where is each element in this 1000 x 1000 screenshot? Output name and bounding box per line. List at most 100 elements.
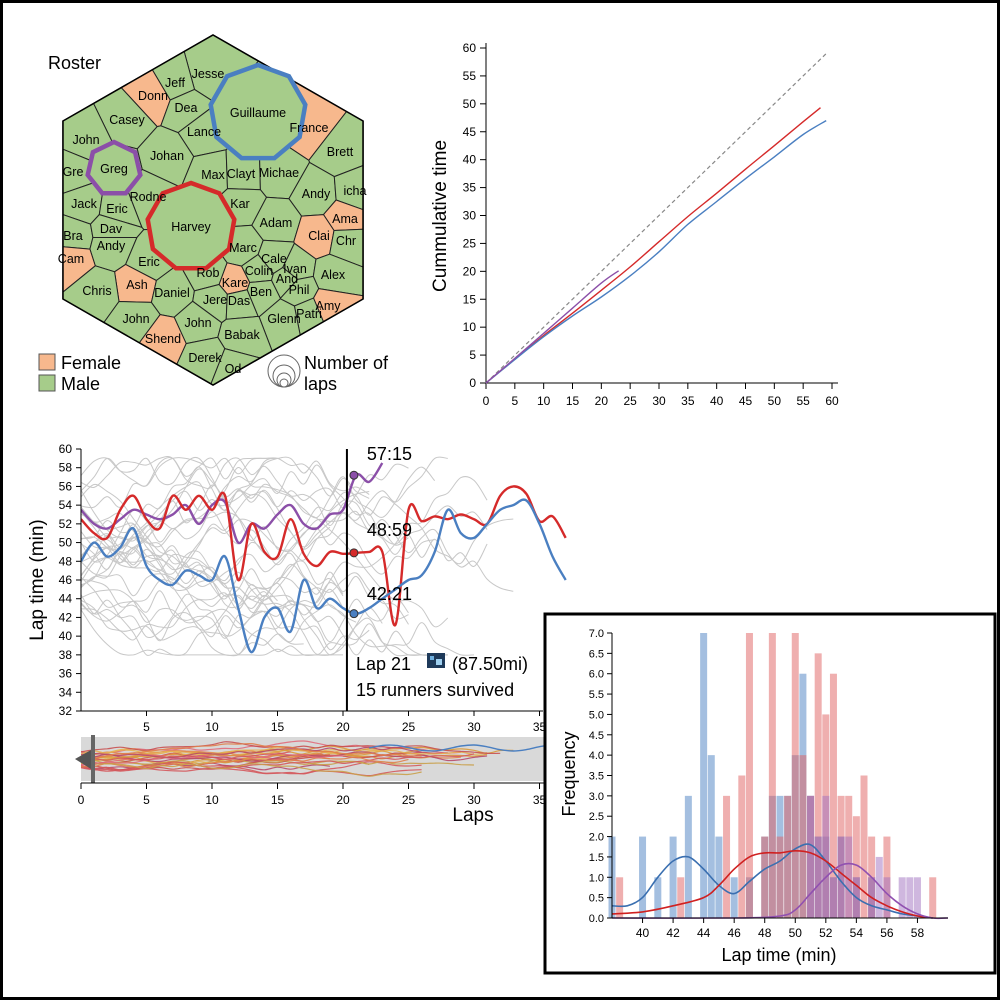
cumulative-x-tick-label: 25 — [623, 394, 637, 408]
histogram-y-tick-label: 4.5 — [589, 730, 604, 742]
roster-label: Daniel — [154, 286, 189, 300]
roster-label: Rob — [197, 266, 220, 280]
runner-trace — [81, 466, 436, 540]
cumulative-x-tick-label: 10 — [537, 394, 551, 408]
lap-line-purple[interactable] — [81, 462, 384, 545]
lap-x-tick-label: 35 — [533, 720, 547, 734]
laps-size-legend-icon — [267, 354, 301, 388]
histogram-bar-purple — [837, 836, 845, 918]
lap-line-blue[interactable] — [81, 498, 567, 654]
lap-x-tick-label: 25 — [402, 720, 416, 734]
legend-laps-label-line1: Number of — [304, 353, 389, 373]
cumulative-y-tick-label: 25 — [463, 236, 477, 250]
brush-x-tick-label: 35 — [533, 793, 547, 807]
runner-icon — [427, 653, 445, 668]
roster-label: Derek — [188, 351, 222, 365]
runner-trace — [81, 524, 475, 656]
histogram-bar-purple — [829, 877, 837, 918]
histogram-x-tick-label: 44 — [697, 926, 711, 940]
histogram-bar-blue — [654, 877, 662, 918]
roster-label: Babak — [224, 328, 260, 342]
brush-trace — [81, 751, 291, 761]
lap-x-tick-label: 10 — [205, 720, 219, 734]
histogram-y-axis-label: Frequency — [559, 731, 579, 816]
brush-trace — [81, 760, 422, 777]
lap-y-tick-label: 38 — [59, 648, 73, 662]
histogram-bar-red — [616, 877, 624, 918]
lap-line-red[interactable] — [81, 485, 567, 627]
brush-trace — [81, 757, 475, 766]
histogram-x-tick-label: 46 — [728, 926, 742, 940]
cumulative-time-chart: Cummulative time 05101520253035404550556… — [430, 41, 839, 408]
cumulative-x-tick-label: 40 — [710, 394, 724, 408]
lap-y-tick-label: 36 — [59, 667, 73, 681]
histogram-y-tick-label: 0.0 — [589, 913, 604, 925]
brush-x-tick-label: 5 — [143, 793, 150, 807]
runner-trace — [81, 548, 304, 645]
cumulative-x-tick-label: 50 — [768, 394, 782, 408]
purple-time-label: 57:15 — [367, 444, 412, 464]
roster-label: Amy — [316, 299, 342, 313]
roster-label: Clai — [308, 229, 330, 243]
histogram-kde-purple — [611, 862, 949, 920]
lap-distance-label: (87.50mi) — [452, 654, 528, 674]
lap-y-tick-label: 60 — [59, 442, 73, 456]
laps-brush-overview[interactable]: 0 5 10 15 20 25 30 35 Laps — [75, 735, 566, 826]
runner-trace — [81, 576, 448, 656]
roster-label: Eric — [106, 202, 128, 216]
histogram-y-tick-label: 4.0 — [589, 750, 604, 762]
roster-label: Jere — [203, 293, 227, 307]
runner-trace — [81, 457, 370, 509]
histogram-bar-red — [723, 795, 731, 918]
highlight-blue-outline[interactable] — [208, 62, 308, 161]
brush-trace — [81, 751, 488, 763]
roster-label: Max — [201, 168, 225, 182]
roster-label: Rodne — [130, 190, 167, 204]
roster-label: Ash — [126, 278, 148, 292]
histogram-bar-purple — [875, 856, 883, 918]
lap-x-tick-label: 30 — [467, 720, 481, 734]
brush-left-handle-arrow[interactable] — [75, 750, 91, 769]
brush-x-tick-label: 20 — [336, 793, 350, 807]
cumulative-x-tick-label: 5 — [511, 394, 518, 408]
legend-male-swatch — [38, 374, 56, 392]
brush-x-tick-label: 25 — [402, 793, 416, 807]
histogram-y-tick-label: 3.0 — [589, 791, 604, 803]
roster-label: Cam — [58, 252, 84, 266]
histogram-x-tick-label: 56 — [880, 926, 894, 940]
cumulative-line-red — [485, 107, 821, 384]
runner-trace — [81, 457, 278, 564]
runner-trace — [81, 587, 278, 639]
roster-title: Roster — [48, 53, 101, 73]
cumulative-y-tick-label: 0 — [469, 376, 476, 390]
roster-label: Ivan — [283, 262, 307, 276]
roster-label: Od — [225, 362, 242, 376]
roster-label: Marc — [229, 241, 257, 255]
histogram-y-tick-label: 5.5 — [589, 689, 604, 701]
lap-number-label: Lap 21 — [356, 654, 411, 674]
histogram-bar-red — [745, 633, 753, 918]
blue-time-label: 42:21 — [367, 584, 412, 604]
roster-label: Andy — [97, 239, 126, 253]
roster-label: Das — [228, 294, 250, 308]
highlight-red-outline[interactable] — [145, 180, 237, 271]
brush-left-handle[interactable] — [91, 735, 95, 783]
roster-label: Colin — [245, 264, 274, 278]
roster-label: Guillaume — [230, 106, 286, 120]
runner-trace — [81, 518, 435, 589]
roster-label: Donn — [138, 89, 168, 103]
histogram-bar-red — [791, 633, 799, 918]
histogram-bar-blue — [700, 633, 708, 918]
histogram-bar-purple — [814, 836, 822, 918]
highlight-purple-outline[interactable] — [85, 139, 143, 196]
lap-y-tick-label: 34 — [59, 685, 73, 699]
histogram-x-tick-label: 50 — [789, 926, 803, 940]
histogram-x-tick-label: 52 — [819, 926, 833, 940]
runner-trace — [81, 456, 488, 567]
brush-x-tick-label: 10 — [205, 793, 219, 807]
runner-trace — [81, 483, 409, 620]
histogram-y-tick-label: 2.5 — [589, 811, 604, 823]
lap-y-tick-label: 44 — [59, 592, 73, 606]
legend-male-label: Male — [61, 374, 100, 394]
